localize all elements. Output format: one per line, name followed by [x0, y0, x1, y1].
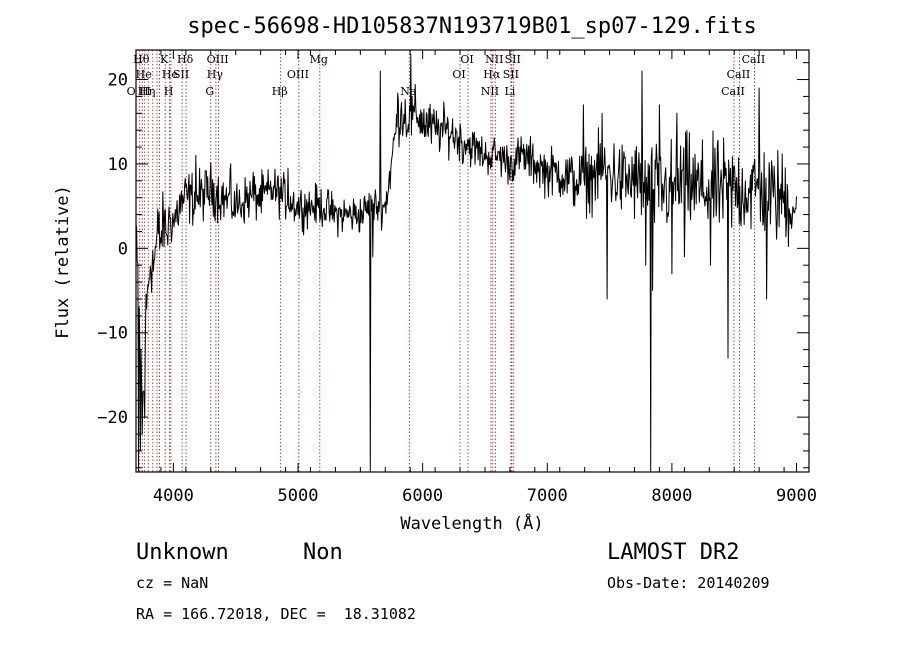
- spectrum-series: [135, 53, 797, 473]
- line-marker-label: OIII: [207, 53, 229, 66]
- line-marker-label: K: [160, 53, 169, 66]
- x-tick-label: 7000: [527, 486, 568, 506]
- x-axis: 4000 5000 6000 7000 8000 9000: [135, 50, 817, 506]
- x-tick-label: 4000: [153, 486, 194, 506]
- line-marker-label: Mg: [310, 53, 328, 66]
- line-marker-label: OIII: [287, 68, 309, 81]
- line-marker-label: Hβ: [272, 85, 288, 98]
- y-tick-label: 20: [108, 71, 128, 91]
- line-marker-label: CaII: [742, 53, 766, 66]
- line-marker-label: O III: [127, 85, 151, 98]
- chart-title: spec-56698-HD105837N193719B01_sp07-129.f…: [187, 14, 757, 39]
- x-tick-label: 5000: [278, 486, 319, 506]
- line-marker-label: NII: [485, 53, 503, 66]
- line-marker-label: SII: [173, 68, 189, 81]
- line-marker-label: Li: [504, 85, 515, 98]
- subclass-label: Non: [303, 540, 343, 565]
- line-marker-label: G: [205, 85, 214, 98]
- line-marker-label: He: [162, 68, 178, 81]
- line-marker-label: CaII: [721, 85, 745, 98]
- x-tick-label: 9000: [776, 486, 817, 506]
- y-tick-label: −20: [97, 408, 128, 428]
- coordinates-label: RA = 166.72018, DEC = 18.31082: [136, 605, 416, 623]
- y-axis: −20 −10 0 10 20: [97, 62, 809, 469]
- line-marker-label: SII: [505, 53, 521, 66]
- x-axis-label: Wavelength (Å): [400, 512, 543, 534]
- classification-label: Unknown: [136, 540, 229, 565]
- line-marker-label: H: [164, 85, 174, 98]
- line-marker-labels: O IIIHθHeHηKHHeSIIHδGHγOIIIHβOIIIMgNaOIO…: [127, 53, 766, 98]
- y-tick-label: 0: [118, 239, 128, 259]
- line-marker-label: SII: [503, 68, 519, 81]
- line-marker-label: He: [136, 68, 152, 81]
- plot-frame: [135, 49, 810, 473]
- line-marker-label: OI: [460, 53, 473, 66]
- y-tick-label: −10: [97, 324, 128, 344]
- survey-label: LAMOST DR2: [607, 540, 739, 565]
- y-tick-label: 10: [108, 155, 128, 175]
- redshift-label: cz = NaN: [136, 574, 208, 592]
- line-marker-label: Hη: [139, 85, 155, 98]
- line-marker-label: Hδ: [177, 53, 194, 66]
- y-axis-label: Flux (relative): [53, 185, 73, 339]
- line-marker-label: OI: [452, 68, 465, 81]
- line-marker-label: CaII: [727, 68, 751, 81]
- line-marker-label: Hα: [483, 68, 501, 81]
- line-marker-label: Na: [400, 85, 417, 98]
- spectrum-line: [135, 53, 797, 473]
- obs-date-label: Obs-Date: 20140209: [607, 574, 770, 592]
- line-marker-label: NII: [481, 85, 499, 98]
- line-marker-label: Hγ: [207, 68, 224, 81]
- x-tick-label: 6000: [402, 486, 443, 506]
- line-markers: [139, 50, 755, 472]
- x-tick-label: 8000: [651, 486, 692, 506]
